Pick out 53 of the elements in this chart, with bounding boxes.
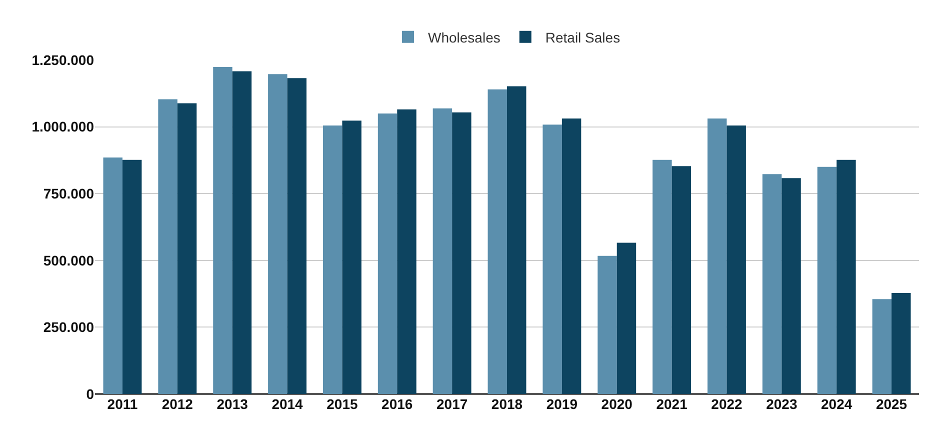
x-tick-label: 2014 — [272, 396, 304, 412]
x-tick-label: 2012 — [162, 396, 194, 412]
x-tick-label: 2020 — [601, 396, 633, 412]
y-tick-label: 250.000 — [43, 319, 94, 336]
y-tick-label: 1.250.000 — [32, 52, 94, 68]
bar — [177, 103, 197, 394]
bar — [268, 74, 288, 394]
x-tick-label: 2019 — [546, 396, 578, 412]
bar — [726, 125, 746, 394]
bar — [672, 166, 692, 394]
bar — [762, 174, 782, 394]
bar — [213, 66, 232, 394]
y-tick-label: 500.000 — [43, 252, 94, 268]
bar — [817, 166, 837, 394]
x-tick-label: 2015 — [326, 396, 358, 412]
bar — [562, 118, 582, 394]
x-tick-label: 2025 — [876, 396, 908, 412]
bar — [836, 160, 856, 394]
y-tick-label: 0 — [86, 386, 94, 402]
x-tick-label: 2022 — [711, 396, 743, 412]
bar — [782, 178, 801, 394]
bar — [378, 113, 398, 394]
x-tick-label: 2023 — [766, 396, 798, 412]
bar — [232, 71, 252, 394]
bar — [598, 256, 617, 394]
bar — [488, 89, 507, 394]
bar — [507, 86, 526, 394]
x-tick-label: 2016 — [382, 396, 413, 412]
x-tick-label: 2024 — [821, 396, 852, 412]
y-tick-label: 750.000 — [43, 186, 94, 202]
bar — [103, 158, 122, 394]
bar — [322, 125, 342, 394]
bar — [652, 160, 672, 394]
bar — [287, 78, 306, 394]
x-tick-label: 2013 — [216, 396, 248, 412]
bar — [616, 242, 636, 394]
bar — [122, 160, 142, 394]
bar — [542, 124, 562, 394]
bar — [452, 112, 472, 394]
bar — [872, 299, 892, 394]
bar — [708, 118, 727, 394]
y-tick-label: 1.000.000 — [32, 118, 94, 135]
bar — [158, 99, 178, 394]
bar — [342, 120, 362, 394]
legend-label: Wholesales — [428, 29, 500, 46]
bar — [892, 293, 911, 394]
x-tick-label: 2017 — [436, 396, 468, 412]
bar — [397, 109, 416, 394]
legend-label: Retail Sales — [545, 29, 620, 46]
bar — [432, 108, 452, 394]
x-tick-label: 2018 — [491, 396, 523, 412]
x-tick-label: 2011 — [107, 396, 138, 412]
x-tick-label: 2021 — [656, 396, 688, 412]
